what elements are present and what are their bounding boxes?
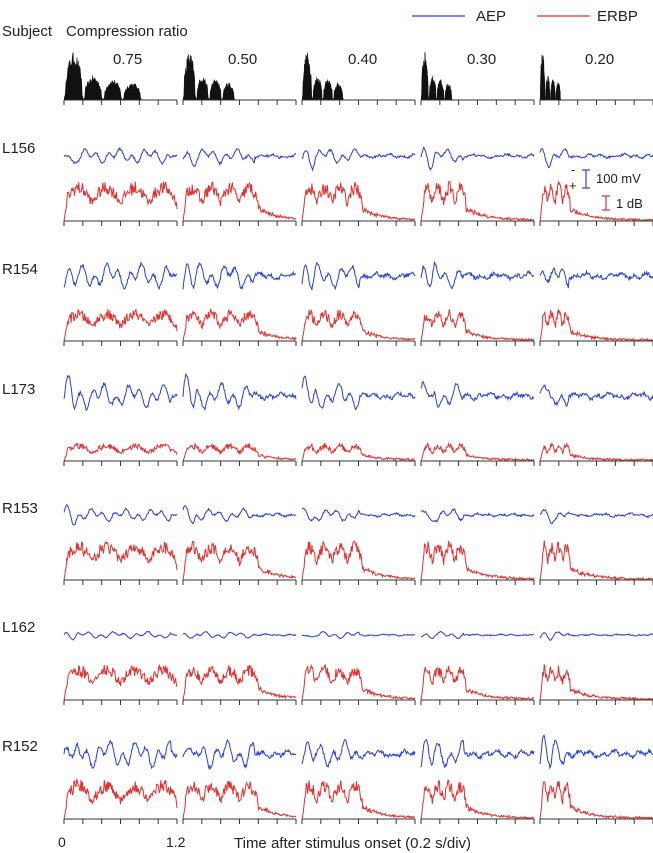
aep-trace-0-0 — [63, 146, 178, 166]
aep-trace-0-1 — [182, 147, 297, 167]
erbp-trace-4-3 — [420, 665, 535, 701]
traces-layer — [63, 52, 653, 824]
envelope-1 — [182, 54, 236, 101]
aep-trace-3-4 — [539, 508, 653, 525]
aep-trace-5-0 — [63, 740, 178, 770]
subject-label-0: L156 — [2, 140, 35, 157]
aep-trace-4-4 — [539, 631, 653, 641]
subject-label-2: L173 — [2, 381, 35, 398]
subject-label-3: R153 — [2, 500, 38, 517]
erbp-trace-1-2 — [301, 308, 416, 342]
erbp-trace-2-0 — [63, 442, 178, 462]
ratio-label-1: 0.50 — [228, 51, 257, 68]
aep-trace-2-2 — [301, 375, 416, 411]
aep-trace-0-4 — [539, 147, 653, 169]
envelope-4 — [539, 55, 562, 101]
erbp-trace-0-1 — [182, 181, 297, 222]
aep-trace-2-3 — [420, 381, 535, 408]
scale-bars: - + 100 mV 1 dB — [569, 162, 643, 211]
erbp-trace-1-3 — [420, 309, 535, 342]
erbp-trace-5-4 — [539, 780, 653, 820]
subject-label-5: R152 — [2, 738, 38, 755]
aep-trace-0-3 — [420, 146, 535, 171]
erbp-trace-3-1 — [182, 540, 297, 581]
erbp-trace-1-0 — [63, 308, 178, 342]
x-tick-start: 0 — [58, 834, 66, 850]
aep-trace-3-2 — [301, 507, 416, 523]
erbp-scale-label: 1 dB — [616, 196, 643, 211]
erbp-trace-4-1 — [182, 664, 297, 701]
aep-trace-1-0 — [63, 261, 178, 290]
erbp-trace-2-1 — [182, 442, 297, 462]
erbp-trace-2-4 — [539, 441, 653, 462]
aep-trace-4-0 — [63, 630, 178, 641]
ratio-label-0: 0.75 — [113, 51, 142, 68]
aep-trace-1-2 — [301, 261, 416, 291]
aep-trace-2-1 — [182, 373, 297, 412]
erbp-trace-0-4 — [539, 180, 653, 222]
aep-trace-3-3 — [420, 507, 535, 523]
erbp-trace-3-4 — [539, 540, 653, 581]
erbp-trace-4-0 — [63, 663, 178, 701]
ratio-label-3: 0.30 — [467, 51, 496, 68]
subject-label-1: R154 — [2, 261, 38, 278]
scale-minus-sign: - — [571, 162, 575, 177]
erbp-trace-5-2 — [301, 780, 416, 820]
x-tick-end: 1.2 — [166, 834, 186, 850]
aep-trace-5-4 — [539, 734, 653, 770]
scale-plus-sign: + — [569, 178, 577, 193]
erbp-trace-1-1 — [182, 307, 297, 342]
aep-trace-0-2 — [301, 148, 416, 172]
erbp-trace-5-3 — [420, 779, 535, 820]
aep-trace-3-0 — [63, 503, 178, 526]
ratio-label-4: 0.20 — [585, 51, 614, 68]
subject-header: Subject — [2, 23, 53, 40]
legend-erbp-label: ERBP — [597, 8, 638, 25]
compression-ratio-title: Compression ratio — [66, 23, 188, 40]
legend: AEP ERBP — [412, 8, 638, 25]
erbp-trace-5-1 — [182, 780, 297, 820]
erbp-trace-3-0 — [63, 540, 178, 581]
erbp-trace-1-4 — [539, 309, 653, 342]
aep-trace-2-4 — [539, 383, 653, 407]
erbp-trace-4-4 — [539, 664, 653, 701]
ratio-label-2: 0.40 — [348, 51, 377, 68]
aep-trace-1-1 — [182, 261, 297, 290]
erbp-trace-2-2 — [301, 442, 416, 462]
x-axis-label: Time after stimulus onset (0.2 s/div) — [234, 835, 471, 852]
aep-trace-4-2 — [301, 630, 416, 640]
aep-trace-1-3 — [420, 260, 535, 290]
envelope-3 — [420, 52, 453, 101]
erbp-trace-4-2 — [301, 663, 416, 701]
aep-trace-5-1 — [182, 738, 297, 771]
erbp-trace-0-3 — [420, 180, 535, 222]
aep-trace-2-0 — [63, 374, 178, 412]
aep-scale-label: 100 mV — [596, 171, 641, 186]
aep-trace-4-3 — [420, 630, 535, 640]
erbp-trace-3-3 — [420, 540, 535, 581]
aep-trace-3-1 — [182, 505, 297, 525]
aep-trace-5-3 — [420, 738, 535, 768]
subject-label-4: L162 — [2, 619, 35, 636]
aep-trace-4-1 — [182, 631, 297, 639]
erbp-trace-5-0 — [63, 778, 178, 820]
aep-trace-1-4 — [539, 266, 653, 289]
erbp-trace-3-2 — [301, 540, 416, 581]
erbp-trace-2-3 — [420, 441, 535, 462]
envelope-2 — [301, 52, 344, 101]
envelope-0 — [63, 52, 143, 101]
erbp-trace-0-2 — [301, 181, 416, 222]
aep-trace-5-2 — [301, 739, 416, 769]
legend-aep-label: AEP — [476, 8, 506, 25]
erbp-trace-0-0 — [63, 181, 178, 222]
